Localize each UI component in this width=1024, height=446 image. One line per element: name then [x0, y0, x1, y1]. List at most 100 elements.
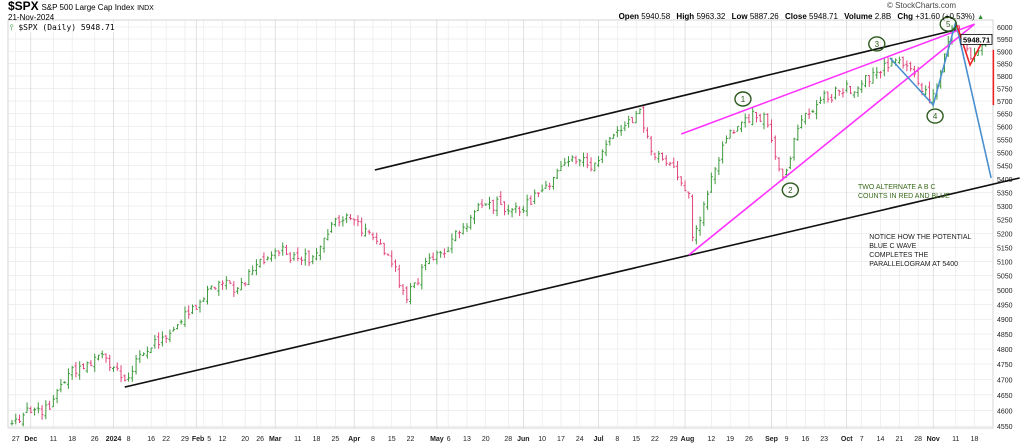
- price-bar: [435, 250, 439, 265]
- price-bar: [739, 121, 743, 133]
- price-bar: [503, 201, 507, 216]
- x-tick-label: 12: [219, 436, 227, 443]
- change-label: Chg: [897, 12, 913, 21]
- price-bar: [315, 248, 319, 261]
- x-tick-label: 18: [68, 436, 76, 443]
- legend-text: $SPX (Daily) 5948.71: [18, 23, 115, 32]
- y-tick-label: 5950: [997, 37, 1013, 44]
- price-bar: [480, 199, 484, 209]
- price-bar: [533, 189, 537, 205]
- upper-channel-line: [374, 29, 956, 171]
- price-bar: [615, 126, 619, 137]
- price-bar: [108, 354, 112, 372]
- price-bar: [51, 394, 55, 408]
- price-bar: [115, 362, 119, 371]
- price-bar: [85, 361, 89, 373]
- price-bar: [269, 251, 273, 262]
- wave-3-label: 3: [875, 40, 880, 49]
- chart-date: 21-Nov-2024: [8, 13, 55, 22]
- price-bars: [10, 23, 988, 427]
- price-bar: [119, 365, 123, 383]
- price-bar: [345, 213, 349, 224]
- price-bar: [777, 157, 781, 172]
- x-tick-label: 11: [952, 436, 959, 443]
- price-bar: [390, 250, 394, 268]
- y-tick-label: 4950: [997, 303, 1013, 310]
- price-bar: [254, 259, 258, 276]
- price-bar: [469, 214, 473, 230]
- price-bar: [247, 269, 251, 286]
- price-bar: [860, 80, 864, 93]
- price-bar: [288, 252, 292, 263]
- price-bar: [514, 202, 518, 214]
- annotation-text: TWO ALTERNATE A B C: [858, 184, 936, 191]
- price-bar: [608, 136, 612, 146]
- price-bar: [706, 190, 710, 210]
- price-bar: [578, 159, 582, 167]
- price-bar: [213, 286, 217, 290]
- price-bar: [879, 70, 883, 79]
- price-bar: [969, 47, 973, 60]
- x-tick-label: 28: [914, 436, 922, 443]
- x-tick-label: Jul: [593, 436, 603, 443]
- price-bar: [717, 156, 721, 175]
- x-tick-label: 20: [241, 436, 249, 443]
- price-bar: [589, 157, 593, 172]
- price-bar: [386, 253, 390, 256]
- x-tick-label: 8: [615, 436, 619, 443]
- price-bar: [525, 194, 529, 217]
- price-bar: [446, 246, 450, 253]
- price-bar: [454, 230, 458, 242]
- price-bar: [728, 129, 732, 139]
- legend: ⫯ $SPX (Daily) 5948.71: [10, 23, 115, 32]
- open-label: Open: [618, 12, 640, 21]
- price-bar: [81, 363, 85, 370]
- y-tick-label: 5350: [997, 190, 1013, 197]
- price-bar: [296, 247, 300, 262]
- price-bar: [14, 413, 18, 425]
- price-bar: [431, 252, 435, 261]
- price-bar: [127, 372, 131, 382]
- price-bar: [634, 110, 638, 124]
- price-bar: [687, 191, 691, 199]
- price-bar: [905, 60, 909, 72]
- price-bar: [897, 56, 901, 65]
- price-bar: [420, 263, 424, 290]
- price-bar: [311, 255, 315, 265]
- price-bar: [566, 156, 570, 167]
- price-bar: [600, 149, 604, 164]
- price-bar: [322, 237, 326, 253]
- price-bar: [676, 160, 680, 181]
- price-bar: [330, 221, 334, 233]
- x-tick-label: 26: [745, 436, 753, 443]
- x-tick-label: 16: [147, 436, 155, 443]
- x-tick-label: 8: [371, 436, 375, 443]
- x-tick-label: May: [430, 436, 444, 443]
- price-bar: [807, 108, 811, 120]
- price-bar: [691, 194, 695, 242]
- price-bar: [747, 113, 751, 124]
- price-bar: [544, 180, 548, 189]
- price-bar: [427, 253, 431, 265]
- price-bar: [743, 113, 747, 128]
- y-tick-label: 4650: [997, 393, 1013, 400]
- x-tick-label: 9: [785, 436, 789, 443]
- price-bar: [815, 100, 819, 120]
- price-bar: [100, 350, 104, 359]
- y-tick-label: 5800: [997, 74, 1013, 81]
- price-bar: [476, 202, 480, 212]
- y-tick-label: 5250: [997, 218, 1013, 225]
- price-bar: [660, 152, 664, 161]
- x-tick-label: 16: [801, 436, 809, 443]
- price-bar: [627, 115, 631, 128]
- price-bar: [912, 65, 916, 78]
- price-bar: [232, 281, 236, 297]
- price-bar: [837, 89, 841, 96]
- price-bar: [871, 67, 875, 84]
- last-price-label: 5948.71: [963, 35, 990, 44]
- price-bar: [867, 75, 871, 87]
- price-bar: [909, 61, 913, 72]
- price-bar: [281, 242, 285, 256]
- x-tick-label: 22: [407, 436, 415, 443]
- y-tick-label: 4700: [997, 377, 1013, 384]
